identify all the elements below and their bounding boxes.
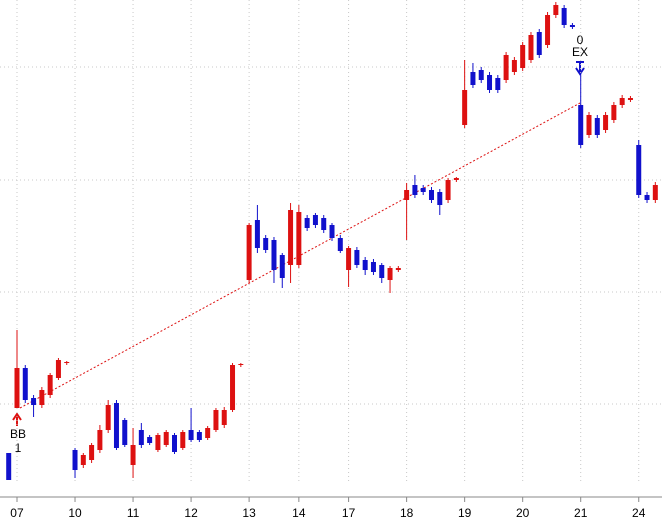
candle-body bbox=[105, 405, 111, 430]
x-tick-label: 11 bbox=[127, 506, 140, 520]
candle-body bbox=[6, 453, 12, 480]
candle-body bbox=[64, 362, 70, 363]
entry-label: BB bbox=[10, 427, 26, 441]
candle-body bbox=[271, 240, 277, 270]
candle-body bbox=[520, 45, 526, 68]
candle-body bbox=[354, 250, 360, 265]
candle-body bbox=[545, 15, 551, 45]
candle-body bbox=[603, 115, 609, 130]
candle-body bbox=[453, 178, 459, 180]
candle-body bbox=[611, 105, 617, 120]
candle-body bbox=[428, 190, 434, 200]
candle-body bbox=[569, 25, 575, 27]
candle-body bbox=[238, 364, 244, 365]
candle-body bbox=[14, 368, 20, 408]
x-tick-label: 10 bbox=[68, 506, 82, 520]
candle-body bbox=[445, 180, 451, 200]
candle-body bbox=[462, 90, 468, 125]
candle-body bbox=[55, 360, 61, 378]
candle-body bbox=[155, 435, 161, 450]
x-tick-label: 20 bbox=[516, 506, 530, 520]
exit-label: EX bbox=[572, 45, 588, 59]
candle-body bbox=[89, 445, 95, 460]
candle-body bbox=[138, 430, 144, 445]
candle-body bbox=[627, 98, 633, 100]
candle-body bbox=[553, 5, 559, 15]
candle-body bbox=[346, 248, 352, 270]
candle-body bbox=[387, 268, 393, 280]
candle-body bbox=[404, 190, 410, 200]
candle-body bbox=[578, 105, 584, 145]
candle-body bbox=[362, 260, 368, 270]
candle-body bbox=[420, 188, 426, 192]
candle-body bbox=[22, 368, 28, 400]
candle-body bbox=[221, 410, 227, 425]
entry-label: 1 bbox=[15, 441, 22, 455]
exit-arrow bbox=[575, 61, 585, 76]
candle-body bbox=[495, 78, 501, 90]
candle-body bbox=[636, 145, 642, 195]
candle-body bbox=[412, 185, 418, 195]
x-tick-label: 07 bbox=[10, 506, 24, 520]
x-tick-label: 17 bbox=[342, 506, 356, 520]
candle-body bbox=[644, 195, 650, 200]
candle-body bbox=[39, 390, 45, 405]
candle-body bbox=[180, 432, 186, 448]
candle-body bbox=[652, 185, 658, 200]
candle-body bbox=[487, 75, 493, 90]
candle-body bbox=[395, 268, 401, 270]
candle-body bbox=[172, 435, 177, 452]
candle-body bbox=[254, 220, 260, 248]
candle-body bbox=[561, 8, 567, 25]
candle-body bbox=[288, 210, 294, 265]
candle-body bbox=[379, 265, 385, 278]
candle-body bbox=[97, 430, 103, 450]
candle-body bbox=[246, 225, 252, 280]
candle-body bbox=[263, 238, 269, 250]
candle-body bbox=[478, 70, 484, 80]
x-tick-label: 24 bbox=[632, 506, 646, 520]
candle-body bbox=[31, 398, 37, 405]
candle-body bbox=[230, 365, 236, 410]
candle-body bbox=[329, 225, 335, 238]
candle-body bbox=[147, 437, 153, 443]
x-tick-label: 13 bbox=[242, 506, 256, 520]
x-tick-label: 14 bbox=[292, 506, 306, 520]
candle-body bbox=[528, 35, 534, 60]
candle-body bbox=[213, 410, 219, 430]
x-tick-label: 12 bbox=[184, 506, 198, 520]
candle-body bbox=[437, 192, 443, 205]
exit-label: 0 bbox=[577, 33, 584, 47]
candle-body bbox=[321, 218, 327, 230]
candle-body bbox=[312, 215, 318, 225]
candle-body bbox=[122, 420, 128, 445]
candle-body bbox=[296, 212, 302, 265]
candle-body bbox=[470, 72, 476, 85]
candle-body bbox=[72, 450, 78, 470]
candle-body bbox=[619, 98, 625, 105]
candle-body bbox=[47, 375, 53, 395]
candle-body bbox=[536, 32, 542, 55]
candle-body bbox=[205, 428, 211, 438]
candle-body bbox=[113, 403, 119, 448]
candle-body bbox=[337, 238, 343, 251]
x-tick-label: 19 bbox=[458, 506, 472, 520]
candle-body bbox=[80, 455, 86, 465]
candle-body bbox=[196, 432, 202, 440]
candle-body bbox=[594, 118, 600, 135]
x-tick-label: 18 bbox=[400, 506, 414, 520]
candle-body bbox=[586, 115, 592, 135]
candle-body bbox=[503, 55, 509, 80]
candle-body bbox=[188, 430, 194, 440]
candle-body bbox=[130, 445, 136, 465]
candle-body bbox=[370, 262, 376, 272]
x-tick-label: 21 bbox=[574, 506, 588, 520]
candle-body bbox=[279, 255, 285, 278]
candle-body bbox=[511, 60, 517, 72]
candle-body bbox=[304, 218, 310, 228]
candle-body bbox=[163, 432, 169, 445]
